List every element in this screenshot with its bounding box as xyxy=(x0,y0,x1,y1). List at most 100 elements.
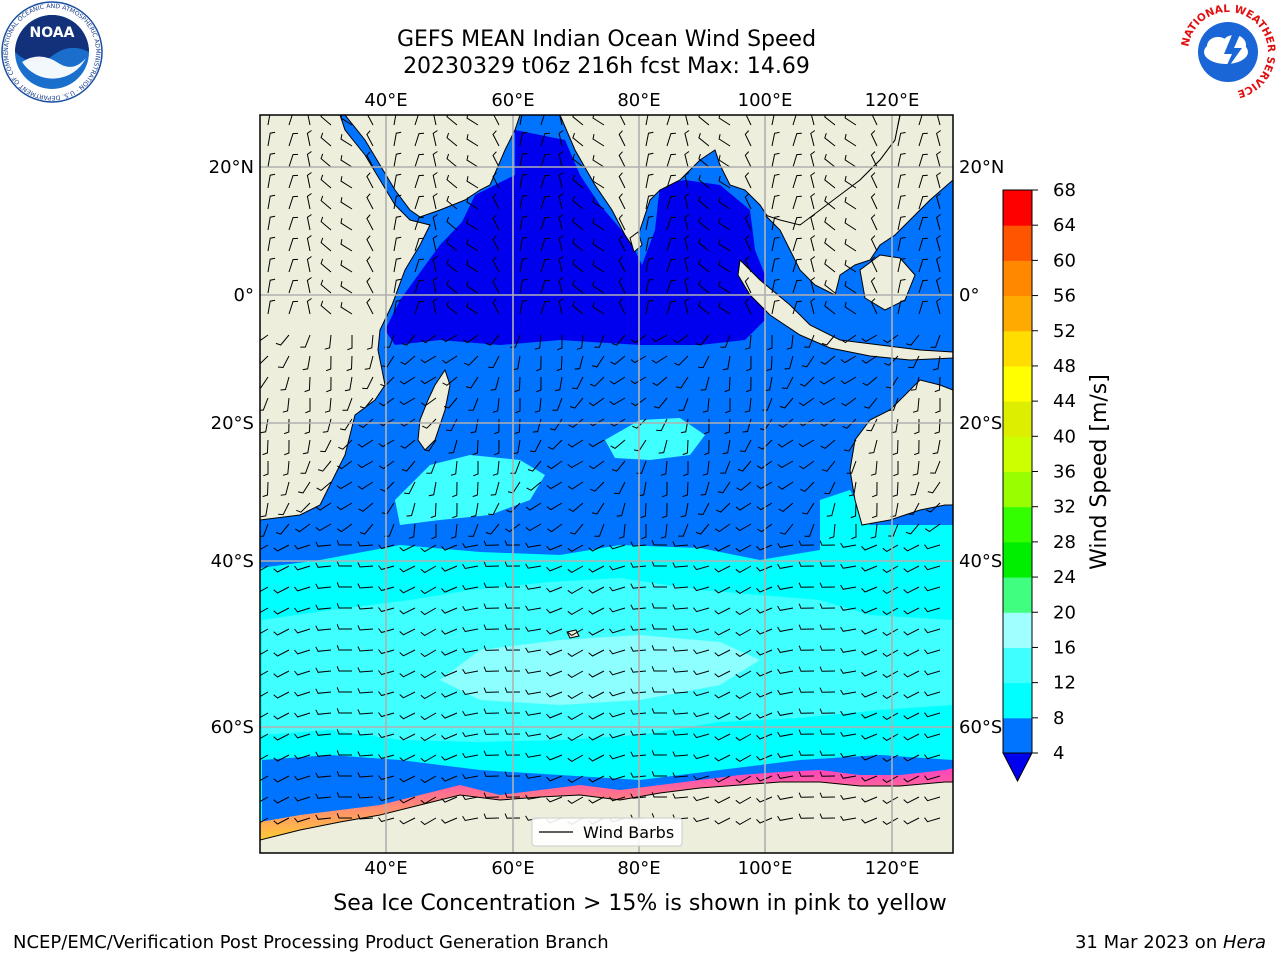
wind-barb xyxy=(267,257,276,273)
wind-barb xyxy=(366,298,374,315)
wind-barb xyxy=(611,334,626,346)
wind-barb xyxy=(737,460,752,472)
wind-barb xyxy=(840,710,857,716)
wind-barb xyxy=(871,115,878,126)
wind-barb xyxy=(645,278,654,294)
wind-barb xyxy=(819,771,836,777)
wind-barb xyxy=(777,647,794,653)
wind-barb xyxy=(430,502,437,519)
wind-barb xyxy=(678,397,689,411)
wind-barb xyxy=(735,754,752,763)
wind-barb xyxy=(698,153,710,168)
wind-barb xyxy=(483,813,500,819)
wind-barb xyxy=(673,334,689,344)
wind-barb xyxy=(340,197,353,210)
wind-barb xyxy=(494,439,500,456)
wind-barb xyxy=(288,216,299,231)
wind-barb xyxy=(918,153,928,168)
wind-barb xyxy=(504,750,521,756)
wind-barb xyxy=(294,712,311,718)
wind-barb xyxy=(298,481,311,494)
colorbar-tick-label: 40 xyxy=(1053,426,1076,447)
wind-barb xyxy=(519,257,528,273)
wind-barb xyxy=(630,562,647,568)
wind-barb xyxy=(525,773,542,779)
wind-barb xyxy=(936,151,941,168)
wind-barb xyxy=(861,334,878,343)
wind-barb xyxy=(306,235,312,252)
colorbar-tick-label: 60 xyxy=(1053,250,1076,271)
wind-barb xyxy=(804,523,815,537)
wind-barb xyxy=(718,260,731,273)
wind-barb xyxy=(714,754,731,762)
wind-barb xyxy=(366,130,374,147)
wind-barb xyxy=(260,670,269,677)
wind-barb xyxy=(306,130,312,147)
wind-barb xyxy=(685,115,689,126)
wind-barb xyxy=(466,302,479,315)
wind-barb xyxy=(779,397,794,409)
wind-barb xyxy=(320,237,332,252)
lon-tick-bottom-40e: 40°E xyxy=(364,858,407,879)
wind-barb xyxy=(267,299,276,315)
wind-barb xyxy=(651,771,667,777)
wind-barb xyxy=(262,481,269,498)
wind-barb xyxy=(567,607,584,616)
colorbar-tick-label: 36 xyxy=(1053,462,1076,483)
wind-barb xyxy=(792,195,802,210)
wind-barb xyxy=(824,195,836,210)
wind-barb xyxy=(897,153,906,168)
fast-wind-island-2 xyxy=(605,418,705,460)
wind-barb xyxy=(567,775,584,784)
wind-barb xyxy=(483,666,500,672)
wind-barb xyxy=(666,300,676,315)
wind-barb xyxy=(684,130,690,147)
wind-barb xyxy=(483,645,500,651)
lon-tick-bottom-120e: 120°E xyxy=(865,858,920,879)
wind-barb xyxy=(905,334,920,346)
wind-barb xyxy=(408,523,416,539)
wind-barb xyxy=(861,670,878,677)
wind-barb xyxy=(693,712,710,718)
wind-barb xyxy=(462,626,479,633)
wind-barb xyxy=(288,115,293,126)
wind-barb xyxy=(591,355,605,368)
wind-barb xyxy=(399,691,416,699)
wind-barb xyxy=(744,151,752,168)
wind-barb xyxy=(714,796,731,804)
wind-barb xyxy=(273,670,290,678)
wind-barb xyxy=(273,586,290,594)
wind-barb xyxy=(592,239,605,252)
wind-barb xyxy=(420,754,437,763)
wind-barb xyxy=(572,376,584,390)
wind-barb xyxy=(861,649,878,656)
wind-barb xyxy=(824,481,836,495)
wind-barb xyxy=(462,710,479,717)
wind-barb xyxy=(432,172,438,189)
wind-barb xyxy=(382,355,395,368)
wind-barb xyxy=(359,397,374,409)
wind-barb xyxy=(588,733,605,741)
wind-barb xyxy=(861,796,878,803)
wind-barb xyxy=(357,460,374,469)
wind-barb xyxy=(260,691,269,698)
wind-barb xyxy=(519,299,528,315)
wind-barb xyxy=(810,298,816,315)
wind-barb xyxy=(324,397,332,413)
wind-barb xyxy=(641,524,647,540)
wind-barb xyxy=(441,649,458,656)
wind-barb xyxy=(472,481,479,498)
wind-barb xyxy=(777,794,794,800)
wind-barb xyxy=(913,439,920,456)
wind-barb xyxy=(462,668,479,675)
wind-barb xyxy=(630,709,647,715)
wind-barb xyxy=(588,775,605,783)
wind-barb xyxy=(609,628,626,634)
wind-barb xyxy=(592,502,605,515)
wind-barb xyxy=(715,502,731,513)
wind-barb xyxy=(420,733,437,742)
wind-barb xyxy=(810,277,816,294)
wind-barb xyxy=(267,131,276,147)
wind-barb xyxy=(778,502,794,512)
wind-barb xyxy=(483,708,500,714)
